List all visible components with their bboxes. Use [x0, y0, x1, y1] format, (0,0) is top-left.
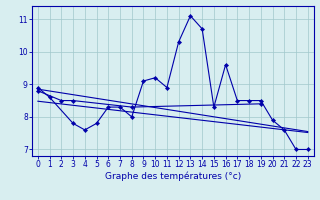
X-axis label: Graphe des températures (°c): Graphe des températures (°c) — [105, 172, 241, 181]
